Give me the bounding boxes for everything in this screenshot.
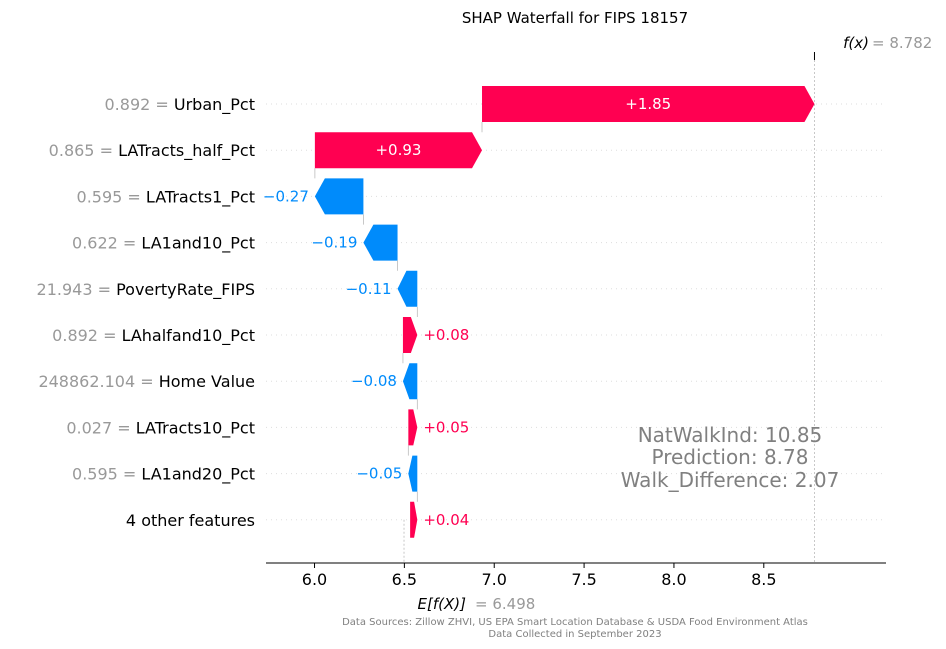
negative-bar [397,270,418,307]
x-tick-label: 7.5 [571,570,596,589]
feature-name: LATracts1_Pct [146,187,255,207]
negative-bar [402,363,418,400]
base-label: E[f(X)] = 6.498 [418,595,536,613]
feature-value: 0.865 = [49,141,118,160]
base-symbol: E[f(X)] [418,595,467,613]
feature-value: 0.622 = [72,233,141,252]
feature-label: 0.892 = Urban_Pct [105,95,256,115]
feature-name: LATracts10_Pct [136,418,255,438]
positive-bar [314,132,483,169]
positive-bar [482,86,815,122]
feature-value: 0.027 = [66,418,135,437]
feature-label: 248862.104 = Home Value [38,372,255,391]
feature-value: 0.892 = [52,326,121,345]
feature-name: LA1and20_Pct [141,464,255,484]
bar-value-label: −0.08 [351,372,397,390]
positive-bar [408,409,418,446]
feature-name: Urban_Pct [174,95,255,115]
footer: Data Sources: Zillow ZHVI, US EPA Smart … [342,617,808,640]
bar-value-label: −0.05 [356,465,402,483]
annotation-line-prediction: Prediction: 8.78 [652,445,809,469]
feature-label: 0.595 = LATracts1_Pct [77,187,255,207]
feature-name: LAhalfand10_Pct [122,326,255,346]
x-tick-label: 7.0 [482,570,507,589]
feature-label: 0.595 = LA1and20_Pct [72,464,255,484]
negative-bar [363,224,398,261]
x-tick-label: 6.0 [302,570,327,589]
feature-value: 248862.104 = [38,372,158,391]
negative-bar [408,455,418,492]
feature-name: PovertyRate_FIPS [116,279,255,299]
bar-value-label: +0.05 [423,418,469,436]
output-label: f(x) = 8.782 [843,34,932,52]
feature-name: LATracts_half_Pct [118,141,255,161]
bar-value-label: +0.04 [423,511,469,529]
bar-value-label: +0.93 [375,141,421,159]
feature-label: 0.865 = LATracts_half_Pct [49,141,255,161]
feature-value: 0.595 = [77,187,146,206]
feature-value: 0.892 = [105,95,174,114]
footer-sources: Data Sources: Zillow ZHVI, US EPA Smart … [342,617,808,628]
feature-name: LA1and10_Pct [141,233,255,253]
chart-title: SHAP Waterfall for FIPS 18157 [462,9,688,27]
x-axis: 6.0 6.5 7.0 7.5 8.0 8.5 [266,562,886,589]
annotation-line-walk-difference: Walk_Difference: 2.07 [621,468,840,492]
bar-value-label: −0.11 [346,280,392,298]
feature-labels: 0.892 = Urban_Pct 0.865 = LATracts_half_P… [37,95,255,530]
bar-value-label: +0.08 [423,326,469,344]
feature-name: Home Value [159,372,255,391]
feature-label: 0.027 = LATracts10_Pct [66,418,255,438]
bar-value-label: −0.27 [263,187,309,205]
feature-name: 4 other features [126,510,255,529]
feature-value: 0.595 = [72,464,141,483]
x-tick-label: 6.5 [392,570,417,589]
footer-collected: Data Collected in September 2023 [488,629,661,640]
prediction-annotation: NatWalkInd: 10.85 Prediction: 8.78 Walk_… [621,423,840,492]
feature-value: 21.943 = [37,279,117,298]
positive-bar [410,501,418,538]
x-tick-label: 8.5 [751,570,776,589]
negative-bar [314,178,364,215]
annotation-line-natwalkind: NatWalkInd: 10.85 [638,423,823,447]
positive-bar [402,317,418,353]
x-tick-label: 8.0 [661,570,686,589]
feature-label: 4 other features [126,510,255,529]
waterfall-bars: +1.85 +0.93 −0.27 −0.19 −0.11 +0.08 −0.08 +0.05… [263,86,815,538]
bar-value-label: −0.19 [311,234,357,252]
feature-label: 0.892 = LAhalfand10_Pct [52,326,255,346]
output-value: = 8.782 [872,34,932,52]
base-value: = 6.498 [475,595,535,613]
feature-label: 0.622 = LA1and10_Pct [72,233,255,253]
feature-label: 21.943 = PovertyRate_FIPS [37,279,255,299]
bar-value-label: +1.85 [625,95,671,113]
output-symbol: f(x) [843,34,869,52]
